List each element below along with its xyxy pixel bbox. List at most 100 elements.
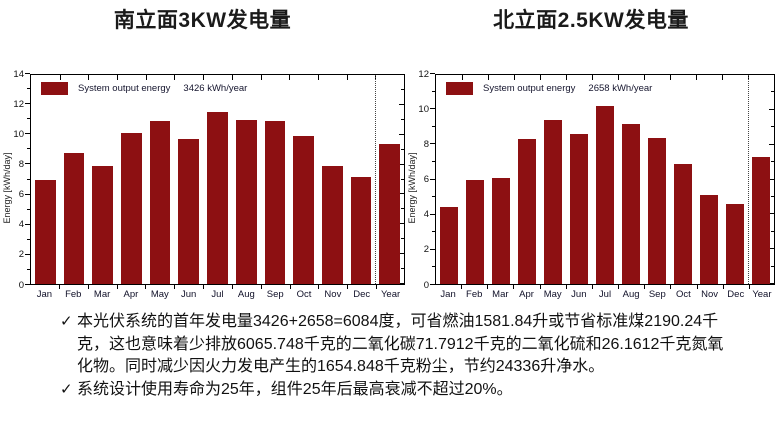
x-tick-label: Jun <box>571 289 587 300</box>
year-separator-line <box>748 75 749 284</box>
x-tick-mark <box>203 75 205 80</box>
x-tick-label: Sep <box>648 289 666 300</box>
x-tick-mark <box>231 75 233 80</box>
x-tick-label: Jan <box>36 289 53 300</box>
year-separator-line <box>375 75 377 284</box>
y-tick-mark <box>430 143 435 145</box>
y-tick-mark <box>432 90 435 92</box>
plot-area: System output energy 2658 kWh/year <box>435 74 775 285</box>
x-tick-label: Nov <box>701 289 719 300</box>
y-tick-label: 0 <box>18 279 24 291</box>
y-tick-mark <box>27 238 30 240</box>
y-tick-mark <box>27 268 30 270</box>
x-tick-mark <box>58 285 60 289</box>
y-tick-mark <box>769 74 774 75</box>
bar-dec <box>725 203 745 284</box>
y-tick-mark <box>430 178 435 180</box>
check-icon: ✓ <box>60 380 73 398</box>
y-axis-ticks: 0 2 4 6 8 10 12 14 <box>13 69 30 289</box>
y-tick-mark <box>399 74 404 75</box>
x-tick-mark <box>487 285 489 289</box>
bar-apr <box>517 139 537 284</box>
y-tick-label: 14 <box>13 68 24 80</box>
y-tick-mark <box>399 103 404 105</box>
x-tick-mark <box>696 75 697 80</box>
y-tick-mark <box>432 231 435 233</box>
bar-mar <box>491 177 511 284</box>
y-tick-mark <box>401 178 404 180</box>
y-axis-ticks: 0 2 4 6 8 10 12 <box>418 69 435 289</box>
y-tick-label: 6 <box>18 188 24 200</box>
chart-title-south: 南立面3KW发电量 <box>113 9 292 32</box>
note-item: ✓ 系统设计使用寿命为25年，组件25年后最高衰减不超过20%。 <box>60 379 728 402</box>
y-tick-label: 8 <box>423 138 429 150</box>
x-tick-mark <box>88 75 90 80</box>
y-tick-label: 10 <box>13 128 24 140</box>
x-axis-labels: Jan Feb Mar Apr May Jun Jul Aug Sep Oct Nov Dec Year <box>435 285 775 302</box>
y-tick-mark <box>25 253 30 255</box>
x-tick-mark <box>565 285 567 289</box>
y-tick-mark <box>25 103 30 105</box>
y-tick-mark <box>771 126 774 128</box>
x-tick-label: Year <box>752 289 772 300</box>
x-tick-mark <box>513 285 515 289</box>
x-tick-label: Dec <box>727 289 745 300</box>
x-tick-label: Aug <box>622 289 640 300</box>
y-tick-mark <box>27 88 30 90</box>
y-tick-mark <box>432 196 435 198</box>
y-tick-mark <box>401 118 404 120</box>
y-tick-mark <box>401 148 404 150</box>
y-tick-mark <box>771 265 774 267</box>
bar-jul <box>207 112 228 284</box>
x-tick-label: Feb <box>466 289 483 300</box>
x-tick-mark <box>669 75 671 80</box>
x-tick-mark <box>87 285 89 289</box>
x-tick-mark <box>618 285 620 289</box>
y-tick-mark <box>399 193 404 195</box>
x-tick-mark <box>117 75 119 80</box>
x-tick-label: Oct <box>296 289 312 300</box>
y-tick-mark <box>430 108 435 110</box>
x-tick-mark <box>289 285 291 289</box>
x-tick-mark <box>317 75 319 80</box>
y-tick-mark <box>769 248 774 250</box>
x-tick-mark <box>289 75 291 80</box>
x-tick-mark <box>231 285 233 289</box>
y-tick-mark <box>771 161 774 163</box>
bar-sep <box>264 121 286 284</box>
legend-value: 3426 kWh/year <box>183 83 248 94</box>
y-tick-mark <box>399 133 404 135</box>
plot-column: System output energy 2658 kWh/year Jan Fe… <box>435 74 775 302</box>
x-tick-mark <box>203 285 205 289</box>
y-tick-mark <box>769 213 774 215</box>
north-facade-chart: 北立面2.5KW发电量 Energy [kWh/day] 0 2 4 6 8 10 12 S… <box>405 8 777 302</box>
x-tick-mark <box>116 285 118 289</box>
x-tick-label: Jun <box>180 289 197 300</box>
x-tick-label: Apr <box>123 289 139 300</box>
x-tick-mark <box>592 75 593 80</box>
y-tick-label: 10 <box>418 103 429 115</box>
y-tick-mark <box>771 91 774 93</box>
y-tick-mark <box>27 208 30 210</box>
bar-dec <box>350 176 372 284</box>
x-tick-mark <box>59 75 61 80</box>
x-tick-mark <box>591 285 593 289</box>
bar-oct <box>673 163 693 284</box>
y-tick-mark <box>769 108 774 110</box>
x-tick-label: Oct <box>676 289 691 300</box>
y-axis-title-text: Energy [kWh/day] <box>406 152 417 224</box>
x-tick-mark <box>722 285 724 289</box>
x-tick-mark <box>260 285 262 289</box>
note-item: ✓ 本光伏系统的首年发电量3426+2658=6084度，可省燃油1581.84… <box>60 311 728 379</box>
y-tick-mark <box>769 283 774 284</box>
chart-title-north: 北立面2.5KW发电量 <box>493 9 689 32</box>
y-axis-title: Energy [kWh/day] <box>0 74 13 302</box>
x-tick-mark <box>376 285 378 289</box>
chart-body: Energy [kWh/day] 0 2 4 6 8 10 12 System output… <box>405 69 777 302</box>
y-tick-label: 12 <box>13 98 24 110</box>
check-icon: ✓ <box>60 313 73 330</box>
x-tick-mark <box>174 285 176 289</box>
x-tick-mark <box>145 75 147 80</box>
y-tick-mark <box>769 178 774 180</box>
